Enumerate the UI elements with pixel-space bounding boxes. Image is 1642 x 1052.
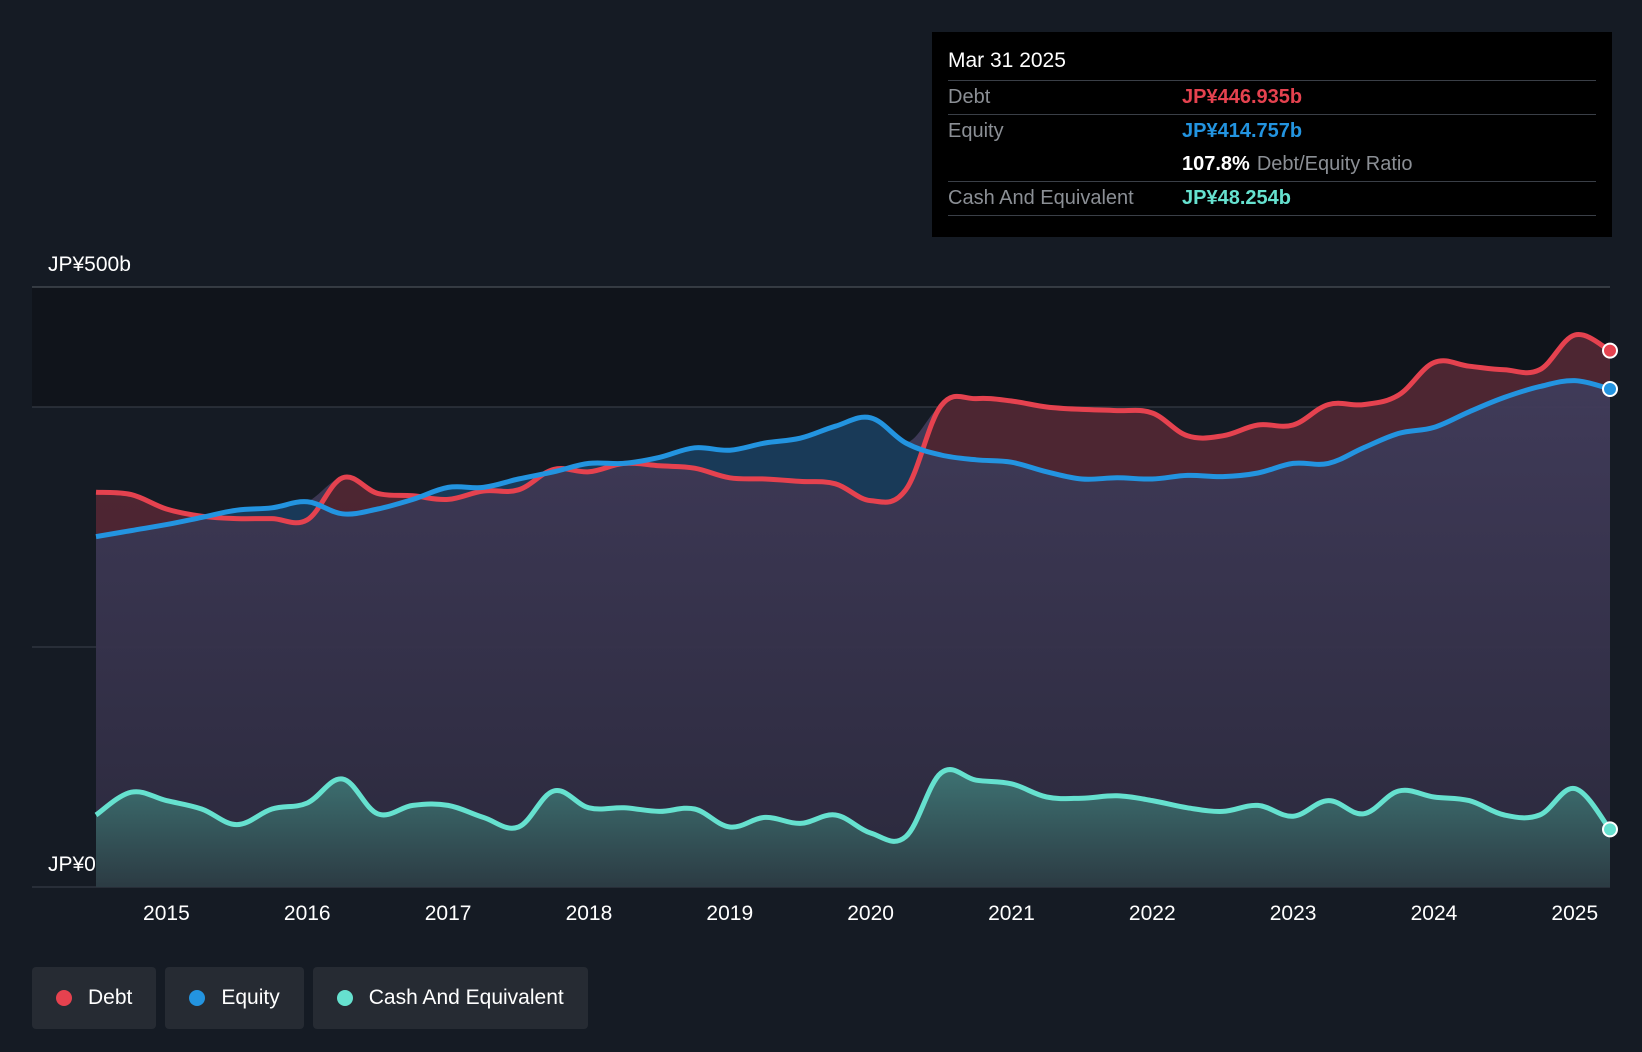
tooltip-equity-label: Equity [948, 120, 1004, 142]
tooltip-cash-value: JP¥48.254b [1182, 187, 1291, 209]
legend-cash-label: Cash And Equivalent [368, 986, 564, 1009]
plot-highlight-band [32, 287, 1610, 407]
chart-legend: Debt Equity Cash And Equivalent [32, 967, 597, 1029]
tooltip-date: Mar 31 2025 [948, 49, 1066, 72]
x-tick-2017: 2017 [425, 902, 472, 925]
legend-debt-label: Debt [88, 986, 133, 1009]
y-tick-min: JP¥0 [48, 853, 96, 876]
tooltip-row-debt: Debt JP¥446.935b [948, 80, 1596, 114]
equity-endpoint [1602, 381, 1618, 397]
equity-line [95, 378, 1611, 540]
x-tick-2023: 2023 [1270, 902, 1317, 925]
x-tick-2025: 2025 [1551, 902, 1598, 925]
legend-item-debt[interactable]: Debt [32, 967, 157, 1029]
x-tick-2018: 2018 [566, 902, 613, 925]
legend-item-cash[interactable]: Cash And Equivalent [312, 967, 588, 1029]
cash-endpoint [1602, 821, 1618, 838]
y-axis-labels: JP¥500b JP¥0 [48, 253, 131, 876]
tooltip-debt-value: JP¥446.935b [1182, 86, 1303, 108]
x-axis-labels: 2015 2016 2017 2018 2019 2020 2021 2022 2023 2024… [143, 902, 1598, 925]
cash-dot-icon [336, 990, 353, 1006]
tooltip-equity-value: JP¥414.757b [1182, 120, 1303, 142]
cash-line [94, 767, 1612, 844]
x-tick-2022: 2022 [1129, 902, 1176, 925]
tooltip-debt-label: Debt [948, 86, 991, 108]
legend-equity-label: Equity [221, 986, 280, 1009]
x-tick-2015: 2015 [143, 902, 190, 925]
x-tick-2021: 2021 [988, 902, 1035, 925]
x-tick-2020: 2020 [847, 902, 894, 925]
debt-dot-icon [56, 990, 72, 1006]
equity-dot-icon [189, 990, 206, 1006]
series-lines [94, 332, 1612, 844]
legend-item-equity[interactable]: Equity [165, 967, 304, 1029]
x-tick-2016: 2016 [284, 902, 331, 925]
tooltip-row-ratio: 107.8% Debt/Equity Ratio [948, 148, 1596, 181]
cash-fill [96, 769, 1610, 887]
series-endpoints [1602, 342, 1618, 838]
tooltip-ratio-label: Debt/Equity Ratio [1256, 153, 1413, 175]
tooltip-cash-label: Cash And Equivalent [948, 187, 1134, 209]
tooltip-row-equity: Equity JP¥414.757b [948, 114, 1596, 148]
tooltip-row-cash: Cash And Equivalent JP¥48.254b [948, 181, 1596, 216]
x-tick-2019: 2019 [706, 902, 753, 925]
tooltip-panel: Mar 31 2025 Debt JP¥446.935b Equity JP¥4… [932, 32, 1612, 237]
tooltip-ratio-value: 107.8% [1182, 153, 1250, 175]
y-tick-max: JP¥500b [48, 253, 131, 276]
x-tick-2024: 2024 [1411, 902, 1458, 925]
debt-line [95, 332, 1612, 526]
debt-endpoint [1602, 342, 1618, 359]
